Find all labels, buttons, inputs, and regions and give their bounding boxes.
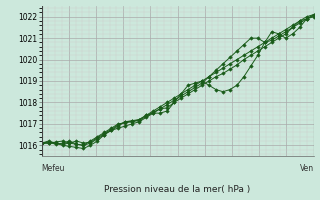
Text: Ven: Ven bbox=[300, 164, 314, 173]
Text: Mefeu: Mefeu bbox=[42, 164, 65, 173]
Text: Pression niveau de la mer( hPa ): Pression niveau de la mer( hPa ) bbox=[104, 185, 251, 194]
